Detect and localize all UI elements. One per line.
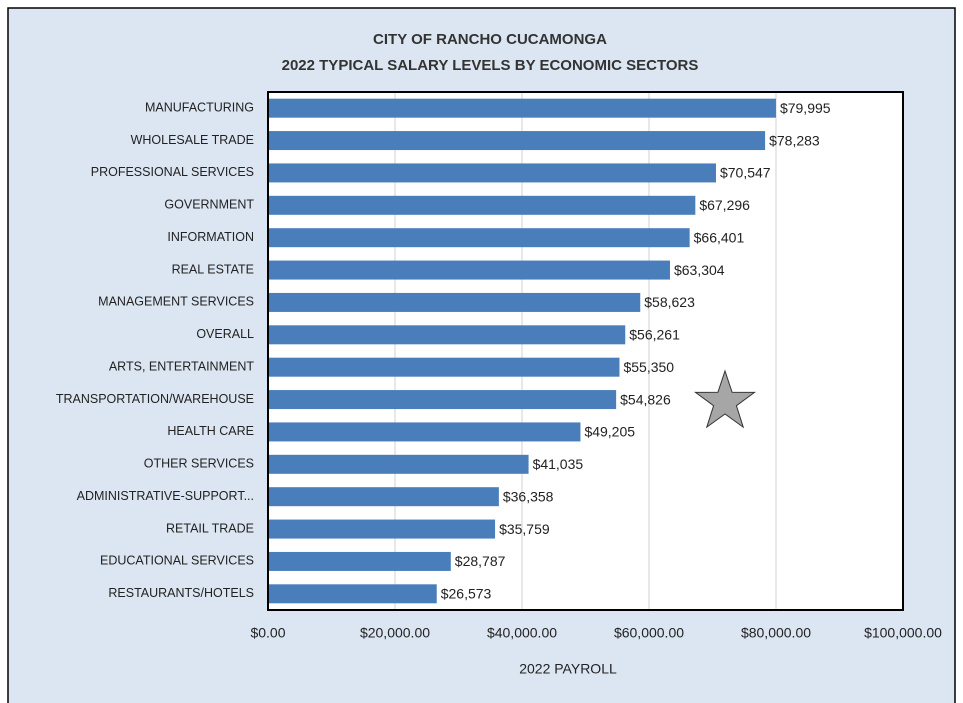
y-tick-label: PROFESSIONAL SERVICES — [91, 165, 254, 179]
value-label: $66,401 — [694, 229, 745, 245]
x-tick-label: $40,000.00 — [487, 625, 557, 641]
bar — [268, 163, 716, 183]
value-label: $35,759 — [499, 521, 550, 537]
y-tick-label: TRANSPORTATION/WAREHOUSE — [56, 392, 254, 406]
x-tick-label: $80,000.00 — [741, 625, 811, 641]
y-tick-label: WHOLESALE TRADE — [131, 133, 254, 147]
y-tick-label: ADMINISTRATIVE-SUPPORT... — [77, 489, 254, 503]
value-label: $70,547 — [720, 165, 771, 181]
bar — [268, 260, 670, 280]
bar — [268, 551, 451, 571]
bar — [268, 584, 437, 604]
y-tick-label: GOVERNMENT — [164, 198, 254, 212]
x-tick-label: $100,000.00 — [864, 625, 942, 641]
value-label: $41,035 — [533, 456, 584, 472]
bar — [268, 390, 617, 410]
y-tick-label: MANAGEMENT SERVICES — [98, 295, 254, 309]
bar — [268, 228, 690, 248]
bar — [268, 454, 529, 474]
bar — [268, 292, 641, 312]
value-label: $79,995 — [780, 100, 831, 116]
value-label: $63,304 — [674, 262, 725, 278]
value-label: $56,261 — [629, 327, 680, 343]
plot-border — [267, 91, 904, 611]
bar — [268, 519, 496, 539]
value-label: $54,826 — [620, 391, 671, 407]
y-tick-label: REAL ESTATE — [172, 262, 254, 276]
y-tick-label: ARTS, ENTERTAINMENT — [109, 359, 255, 373]
y-tick-label: OVERALL — [196, 327, 254, 341]
bar — [268, 195, 696, 215]
value-label: $58,623 — [644, 294, 695, 310]
x-tick-label: $60,000.00 — [614, 625, 684, 641]
y-tick-label: EDUCATIONAL SERVICES — [100, 554, 254, 568]
bar — [268, 357, 620, 377]
value-label: $26,573 — [441, 586, 492, 602]
y-tick-label: INFORMATION — [167, 230, 254, 244]
value-label: $49,205 — [584, 424, 635, 440]
y-tick-label: OTHER SERVICES — [144, 457, 254, 471]
y-tick-label: RESTAURANTS/HOTELS — [108, 586, 254, 600]
bar — [268, 325, 626, 345]
bar — [268, 487, 499, 507]
x-tick-label: $20,000.00 — [360, 625, 430, 641]
bar — [268, 98, 776, 118]
bar — [268, 422, 581, 442]
x-axis-label: 2022 PAYROLL — [519, 661, 617, 677]
value-label: $28,787 — [455, 553, 506, 569]
x-tick-label: $0.00 — [250, 625, 285, 641]
y-tick-label: RETAIL TRADE — [166, 521, 254, 535]
value-label: $78,283 — [769, 132, 820, 148]
y-tick-label: HEALTH CARE — [167, 424, 254, 438]
bar — [268, 131, 766, 151]
y-tick-label: MANUFACTURING — [145, 100, 254, 114]
value-label: $36,358 — [503, 488, 554, 504]
value-label: $67,296 — [699, 197, 750, 213]
value-label: $55,350 — [623, 359, 674, 375]
chart-title: CITY OF RANCHO CUCAMONGA — [373, 31, 607, 48]
chart-subtitle: 2022 TYPICAL SALARY LEVELS BY ECONOMIC S… — [282, 57, 699, 74]
star-annotation — [693, 369, 757, 429]
